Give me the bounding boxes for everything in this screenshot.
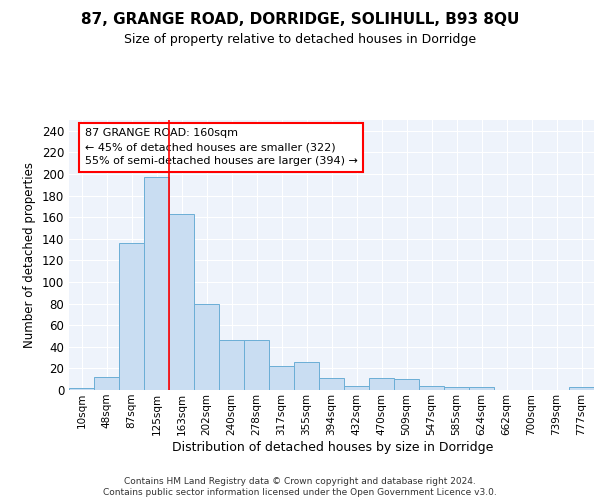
Bar <box>219 340 244 390</box>
Bar <box>244 340 269 390</box>
Bar <box>369 378 394 390</box>
Text: Contains HM Land Registry data © Crown copyright and database right 2024.: Contains HM Land Registry data © Crown c… <box>124 476 476 486</box>
Text: Distribution of detached houses by size in Dorridge: Distribution of detached houses by size … <box>172 441 494 454</box>
Text: 87 GRANGE ROAD: 160sqm
← 45% of detached houses are smaller (322)
55% of semi-de: 87 GRANGE ROAD: 160sqm ← 45% of detached… <box>85 128 358 166</box>
Bar <box>94 377 119 390</box>
Text: Size of property relative to detached houses in Dorridge: Size of property relative to detached ho… <box>124 32 476 46</box>
Bar <box>194 304 219 390</box>
Bar <box>569 387 594 390</box>
Bar <box>444 387 469 390</box>
Bar <box>294 362 319 390</box>
Bar <box>144 177 169 390</box>
Text: 87, GRANGE ROAD, DORRIDGE, SOLIHULL, B93 8QU: 87, GRANGE ROAD, DORRIDGE, SOLIHULL, B93… <box>81 12 519 28</box>
Bar <box>69 388 94 390</box>
Bar <box>119 243 144 390</box>
Y-axis label: Number of detached properties: Number of detached properties <box>23 162 36 348</box>
Bar <box>419 386 444 390</box>
Bar <box>319 378 344 390</box>
Bar <box>344 386 369 390</box>
Bar <box>394 379 419 390</box>
Bar <box>269 366 294 390</box>
Bar <box>469 387 494 390</box>
Text: Contains public sector information licensed under the Open Government Licence v3: Contains public sector information licen… <box>103 488 497 497</box>
Bar <box>169 214 194 390</box>
